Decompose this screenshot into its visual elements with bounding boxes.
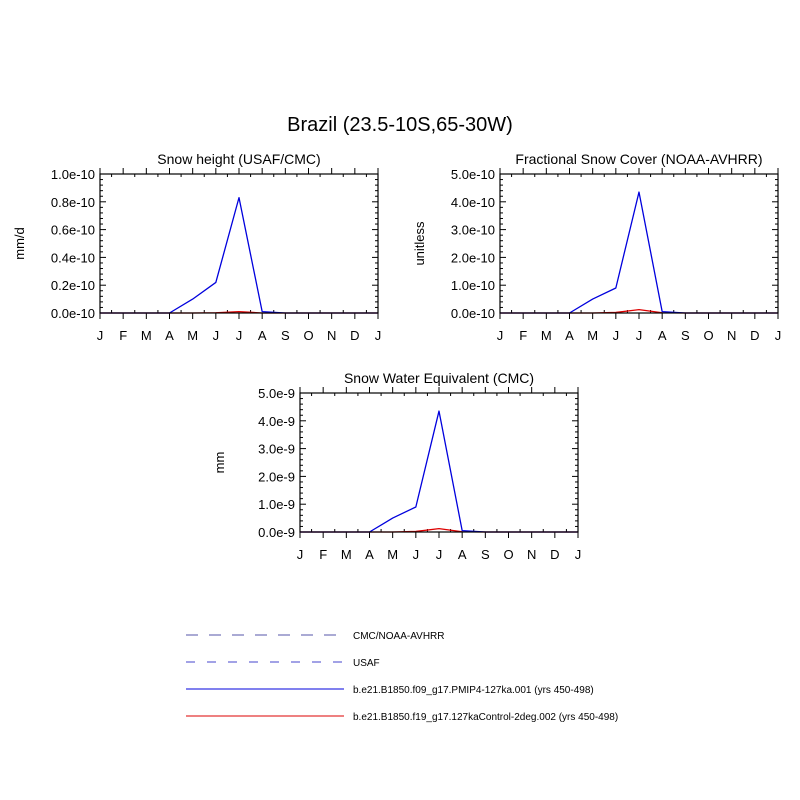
x-tick-label: S: [681, 328, 690, 343]
y-tick-label: 3.0e-9: [258, 442, 295, 457]
x-tick-label: S: [481, 547, 490, 562]
x-tick-label: F: [119, 328, 127, 343]
legend-label: CMC/NOAA-AVHRR: [353, 631, 444, 642]
x-tick-label: A: [165, 328, 174, 343]
plot-frame: [99, 173, 379, 314]
panel-1: Snow height (USAF/CMC)J F M A M J J A S O N D J0.0e-…: [12, 151, 381, 343]
panel-3: Snow Water Equivalent (CMC)J F M A M J J A S O N D J…: [212, 370, 581, 562]
y-tick-label: 0.2e-10: [51, 278, 95, 293]
x-tick-label: J: [236, 328, 243, 343]
legend-label: b.e21.B1850.f19_g17.127kaControl-2deg.00…: [353, 712, 618, 723]
y-tick-label: 5.0e-9: [258, 386, 295, 401]
x-tick-label: J: [497, 328, 504, 343]
y-tick-label: 1.0e-10: [51, 167, 95, 182]
y-tick-label: 2.0e-9: [258, 469, 295, 484]
x-tick-label: O: [703, 328, 713, 343]
legend: CMC/NOAA-AVHRR USAF b.e21.B1850.f09_g17.PM…: [186, 631, 618, 723]
legend-label: USAF: [353, 658, 380, 669]
y-tick-label: 2.0e-10: [451, 250, 495, 265]
x-tick-label: O: [503, 547, 513, 562]
x-tick-label: D: [550, 547, 559, 562]
figure-title: Brazil (23.5-10S,65-30W): [287, 114, 513, 136]
panel-2: Fractional Snow Cover (NOAA-AVHRR)J F M A M J…: [412, 151, 781, 343]
series-line: [500, 191, 778, 314]
y-tick-label: 0.0e-10: [51, 306, 95, 321]
y-axis-label: mm: [212, 452, 227, 474]
y-tick-label: 0.8e-10: [51, 195, 95, 210]
x-tick-label: A: [658, 328, 667, 343]
x-tick-label: A: [458, 547, 467, 562]
x-tick-label: D: [350, 328, 359, 343]
x-tick-label: J: [775, 328, 782, 343]
x-tick-label: J: [436, 547, 443, 562]
x-tick-label: J: [297, 547, 304, 562]
y-tick-label: 0.0e-10: [451, 306, 495, 321]
panel-title: Fractional Snow Cover (NOAA-AVHRR): [515, 151, 762, 167]
y-tick-label: 0.6e-10: [51, 223, 95, 238]
x-tick-label: N: [327, 328, 336, 343]
x-tick-label: J: [636, 328, 643, 343]
y-axis-label: mm/d: [12, 227, 27, 260]
x-tick-label: N: [727, 328, 736, 343]
y-tick-label: 1.0e-9: [258, 497, 295, 512]
x-tick-label: F: [319, 547, 327, 562]
x-tick-label: F: [519, 328, 527, 343]
x-tick-label: M: [341, 547, 352, 562]
x-tick-label: S: [281, 328, 290, 343]
y-tick-label: 4.0e-10: [451, 195, 495, 210]
x-tick-label: N: [527, 547, 536, 562]
x-tick-label: J: [575, 547, 582, 562]
y-tick-label: 0.4e-10: [51, 250, 95, 265]
y-tick-label: 4.0e-9: [258, 414, 295, 429]
x-tick-label: J: [213, 328, 220, 343]
x-tick-label: M: [387, 547, 398, 562]
x-tick-label: M: [187, 328, 198, 343]
x-tick-label: O: [303, 328, 313, 343]
x-tick-label: A: [258, 328, 267, 343]
y-tick-label: 3.0e-10: [451, 223, 495, 238]
y-axis-label: unitless: [412, 221, 427, 266]
y-tick-label: 5.0e-10: [451, 167, 495, 182]
panel-title: Snow height (USAF/CMC): [157, 151, 320, 167]
x-tick-label: A: [365, 547, 374, 562]
x-tick-label: M: [141, 328, 152, 343]
x-tick-label: J: [613, 328, 620, 343]
panel-title: Snow Water Equivalent (CMC): [344, 370, 534, 386]
plot-frame: [499, 173, 779, 314]
series-line: [300, 410, 578, 533]
y-tick-label: 0.0e-9: [258, 525, 295, 540]
x-tick-label: D: [750, 328, 759, 343]
legend-label: b.e21.B1850.f09_g17.PMIP4-127ka.001 (yrs…: [353, 685, 594, 696]
plot-frame: [299, 392, 579, 533]
x-tick-label: J: [375, 328, 382, 343]
x-tick-label: J: [413, 547, 420, 562]
series-line: [100, 196, 378, 314]
x-tick-label: M: [587, 328, 598, 343]
y-tick-label: 1.0e-10: [451, 278, 495, 293]
x-tick-label: J: [97, 328, 104, 343]
x-tick-label: A: [565, 328, 574, 343]
x-tick-label: M: [541, 328, 552, 343]
